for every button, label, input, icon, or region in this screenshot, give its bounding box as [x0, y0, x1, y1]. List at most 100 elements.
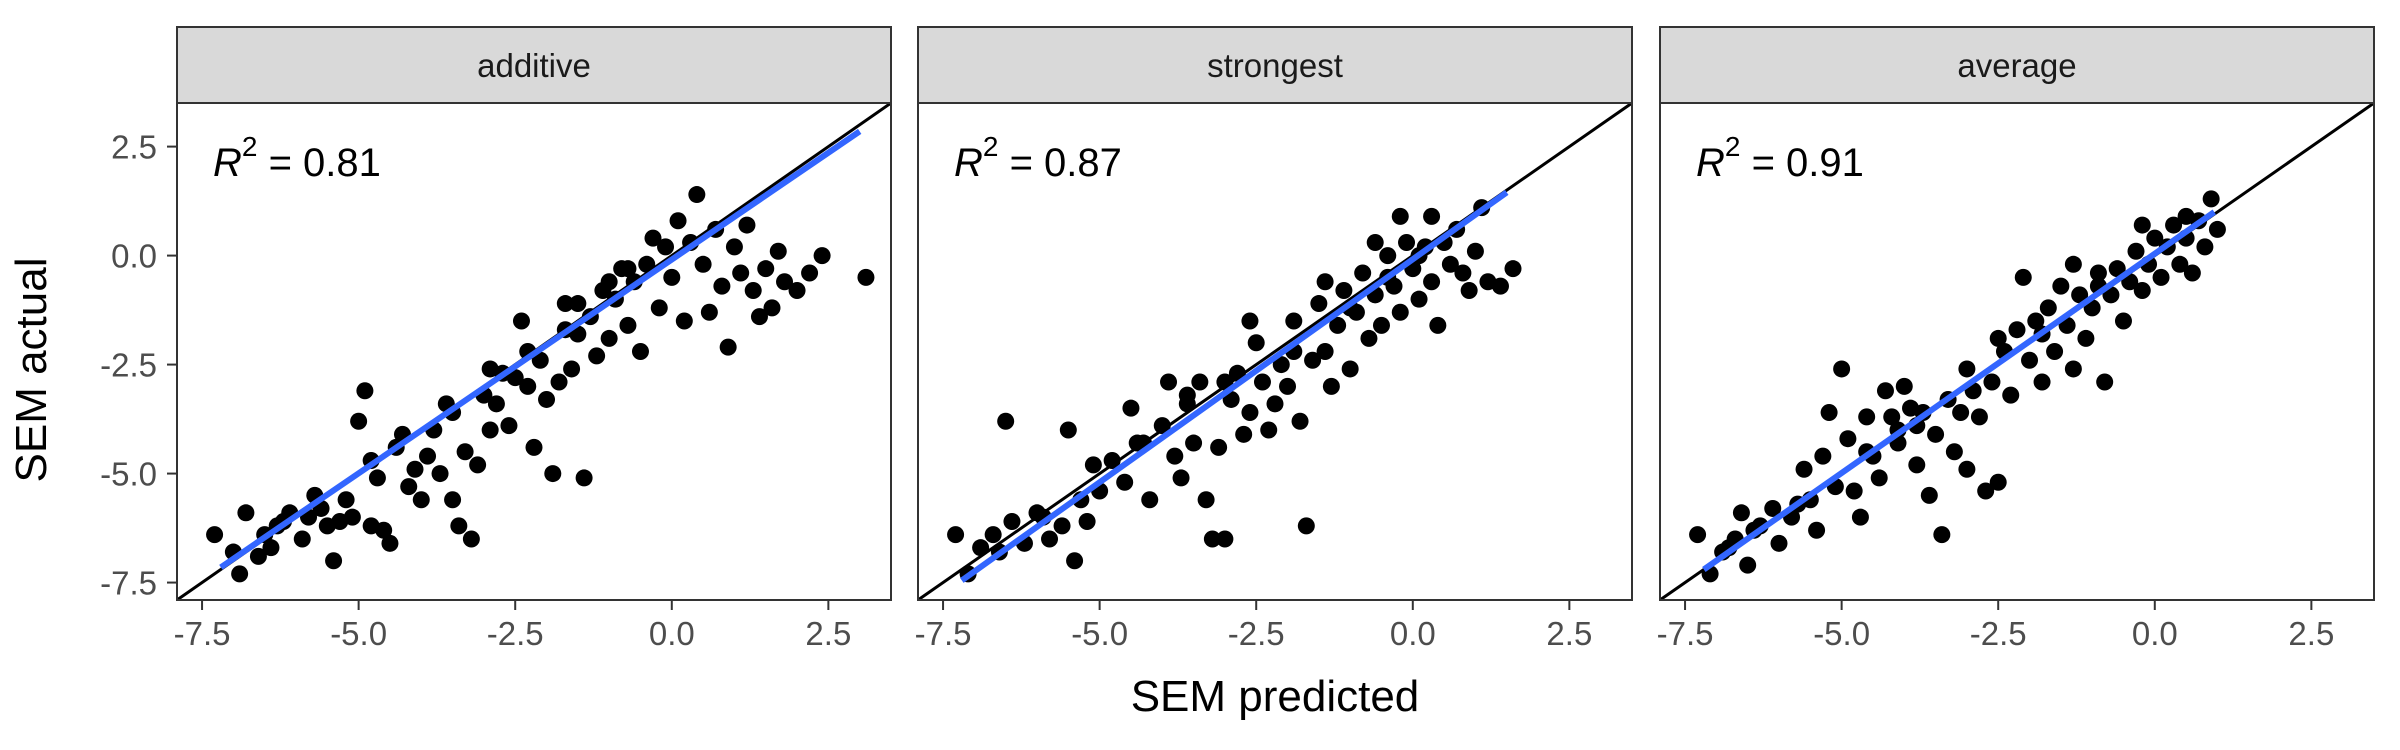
- strip-box: [176, 26, 892, 104]
- data-point: [1066, 552, 1084, 570]
- data-point: [1329, 316, 1347, 334]
- data-point: [738, 216, 756, 234]
- data-point: [1172, 469, 1190, 487]
- data-point: [1970, 408, 1988, 426]
- r-squared-value: = 0.87: [998, 141, 1121, 185]
- data-point: [2146, 229, 2164, 247]
- data-point: [519, 377, 537, 395]
- panel-border: [176, 102, 892, 601]
- data-point: [1858, 408, 1876, 426]
- data-point: [713, 277, 731, 295]
- data-point: [481, 421, 499, 439]
- data-point: [776, 273, 794, 291]
- x-tick-label: 0.0: [2132, 615, 2178, 652]
- data-point: [1952, 404, 1970, 422]
- data-point: [237, 504, 255, 522]
- r-superscript: 2: [242, 131, 258, 162]
- data-point: [1839, 430, 1857, 448]
- data-point: [2064, 360, 2082, 378]
- r-symbol: R: [1696, 141, 1725, 185]
- data-point: [1210, 438, 1228, 456]
- x-tick-label: 2.5: [805, 615, 851, 652]
- data-point: [556, 295, 574, 313]
- r-superscript: 2: [983, 131, 999, 162]
- data-point: [1335, 281, 1353, 299]
- data-point: [1103, 451, 1121, 469]
- data-point: [1216, 530, 1234, 548]
- panel-additive: additive R2 = 0.81 -7.5 -5.0 -2.5 0.0 2.5 -7.5 -…: [100, 26, 892, 652]
- data-point: [1178, 395, 1196, 413]
- x-tick-label: 2.5: [1546, 615, 1592, 652]
- data-point: [2133, 281, 2151, 299]
- x-tick-label: -2.5: [1970, 615, 2027, 652]
- data-point: [2114, 312, 2132, 330]
- data-point: [719, 338, 737, 356]
- data-point: [757, 260, 775, 278]
- data-point: [1391, 303, 1409, 321]
- x-tick-label: -2.5: [1228, 615, 1285, 652]
- data-point: [813, 247, 831, 265]
- r-symbol: R: [213, 141, 242, 185]
- plot-area: [918, 103, 1632, 600]
- data-point: [249, 547, 267, 565]
- data-point: [343, 508, 361, 526]
- data-point: [456, 443, 474, 461]
- data-point: [368, 469, 386, 487]
- x-tick-label: -7.5: [915, 615, 972, 652]
- data-point: [2071, 286, 2089, 304]
- data-point: [650, 299, 668, 317]
- data-point: [400, 478, 418, 496]
- strip-box: [1659, 26, 2375, 104]
- r-squared-annotation: R2 = 0.87: [954, 131, 1122, 185]
- data-point: [631, 343, 649, 360]
- data-point: [788, 281, 806, 299]
- data-point: [857, 268, 875, 286]
- data-point: [1820, 404, 1838, 422]
- data-point: [700, 303, 718, 321]
- data-point: [1266, 395, 1284, 413]
- data-point: [1116, 473, 1134, 491]
- data-point: [2133, 216, 2151, 234]
- panel-average: average R2 = 0.91 -7.5 -5.0 -2.5 0.0 2.5: [1657, 26, 2375, 652]
- data-point: [1260, 421, 1278, 439]
- data-point: [1739, 556, 1757, 574]
- data-point: [1316, 273, 1334, 291]
- data-point: [644, 229, 662, 247]
- data-point: [1870, 469, 1888, 487]
- data-point: [500, 417, 518, 435]
- data-point: [469, 456, 487, 474]
- data-point: [1770, 534, 1788, 552]
- data-point: [1322, 377, 1340, 395]
- data-point: [997, 412, 1015, 430]
- x-axis-title: SEM predicted: [1131, 672, 1420, 721]
- data-point: [1041, 530, 1059, 548]
- data-point: [1977, 482, 1995, 500]
- data-point: [563, 360, 581, 378]
- panel-border: [1659, 102, 2375, 601]
- data-point: [984, 526, 1002, 544]
- data-point: [1689, 526, 1707, 544]
- data-point: [1197, 491, 1215, 509]
- x-tick-label: 0.0: [649, 615, 695, 652]
- data-point: [350, 412, 368, 430]
- data-point: [1876, 382, 1894, 400]
- data-point: [1845, 482, 1863, 500]
- data-point: [2152, 268, 2170, 286]
- plot-area: [177, 103, 891, 600]
- y-tick-label: 0.0: [111, 238, 157, 275]
- data-point: [550, 373, 568, 391]
- y-tick-label: -7.5: [100, 565, 157, 602]
- data-point: [1235, 425, 1253, 443]
- r-squared-value: = 0.91: [1740, 141, 1863, 185]
- data-point: [1398, 234, 1416, 252]
- data-point: [1423, 207, 1441, 225]
- data-point: [544, 465, 562, 483]
- data-point: [2208, 220, 2226, 238]
- data-point: [206, 526, 224, 544]
- data-point: [337, 491, 355, 509]
- data-point: [1366, 234, 1384, 252]
- data-point: [381, 534, 399, 552]
- data-point: [1003, 513, 1021, 531]
- data-point: [1160, 373, 1178, 391]
- data-point: [1241, 312, 1259, 330]
